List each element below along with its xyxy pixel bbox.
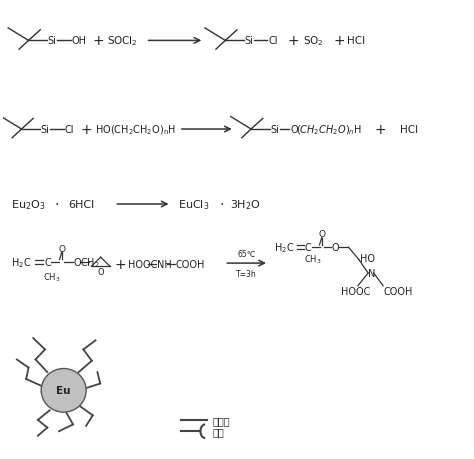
Text: HOOC: HOOC xyxy=(341,286,370,297)
Text: HO$\mathregular{(CH_2CH_2O)_n}$H: HO$\mathregular{(CH_2CH_2O)_n}$H xyxy=(95,123,176,136)
Text: CH$_3$: CH$_3$ xyxy=(43,271,61,283)
Text: +: + xyxy=(333,34,345,48)
Text: COOH: COOH xyxy=(383,286,412,297)
Text: N: N xyxy=(368,269,375,279)
Text: Cl: Cl xyxy=(64,125,73,135)
Text: 6HCl: 6HCl xyxy=(68,200,95,210)
Text: Cl: Cl xyxy=(268,36,278,46)
Text: O: O xyxy=(73,257,81,268)
Text: +: + xyxy=(93,34,105,48)
Text: NH: NH xyxy=(157,259,172,269)
Text: T=3h: T=3h xyxy=(236,269,257,278)
Text: HCl: HCl xyxy=(400,125,418,135)
Text: COOH: COOH xyxy=(176,259,205,269)
Text: Si: Si xyxy=(245,36,254,46)
Text: SOCl$_2$: SOCl$_2$ xyxy=(107,34,137,48)
Text: O: O xyxy=(318,230,325,239)
Text: Si: Si xyxy=(48,36,56,46)
Text: ·: · xyxy=(55,197,59,212)
Text: HO: HO xyxy=(360,253,375,263)
Text: +: + xyxy=(114,257,126,271)
Text: H$_2$C: H$_2$C xyxy=(11,256,32,269)
Text: Si: Si xyxy=(41,125,50,135)
Text: Eu: Eu xyxy=(56,386,71,396)
Text: HCl: HCl xyxy=(347,36,365,46)
Text: +: + xyxy=(81,123,92,137)
Text: $(CH_2CH_2O)_n$H: $(CH_2CH_2O)_n$H xyxy=(296,123,362,136)
Text: O: O xyxy=(97,267,104,276)
Text: EuCl$_3$: EuCl$_3$ xyxy=(178,198,210,212)
Text: +: + xyxy=(287,34,299,48)
Text: Si: Si xyxy=(270,125,279,135)
Text: OH: OH xyxy=(72,36,87,46)
Text: SO$_2$: SO$_2$ xyxy=(303,34,324,48)
Text: O: O xyxy=(331,243,339,252)
Text: H$_2$C: H$_2$C xyxy=(273,241,294,255)
Text: CH$_2$: CH$_2$ xyxy=(80,256,100,269)
Text: O: O xyxy=(291,125,298,135)
Text: 配体: 配体 xyxy=(213,426,224,436)
Text: O: O xyxy=(58,244,65,253)
Text: C: C xyxy=(44,257,51,268)
Text: ·: · xyxy=(220,197,224,212)
Text: C: C xyxy=(305,243,312,252)
Text: Eu$_2$O$_3$: Eu$_2$O$_3$ xyxy=(11,198,46,212)
Circle shape xyxy=(41,369,86,412)
Text: 3H$_2$O: 3H$_2$O xyxy=(230,198,261,212)
Text: +: + xyxy=(374,123,386,137)
Text: HOOC: HOOC xyxy=(128,259,158,269)
Text: 单体链: 单体链 xyxy=(213,415,230,425)
Text: CH$_3$: CH$_3$ xyxy=(304,253,321,265)
Text: 65℃: 65℃ xyxy=(237,249,255,258)
